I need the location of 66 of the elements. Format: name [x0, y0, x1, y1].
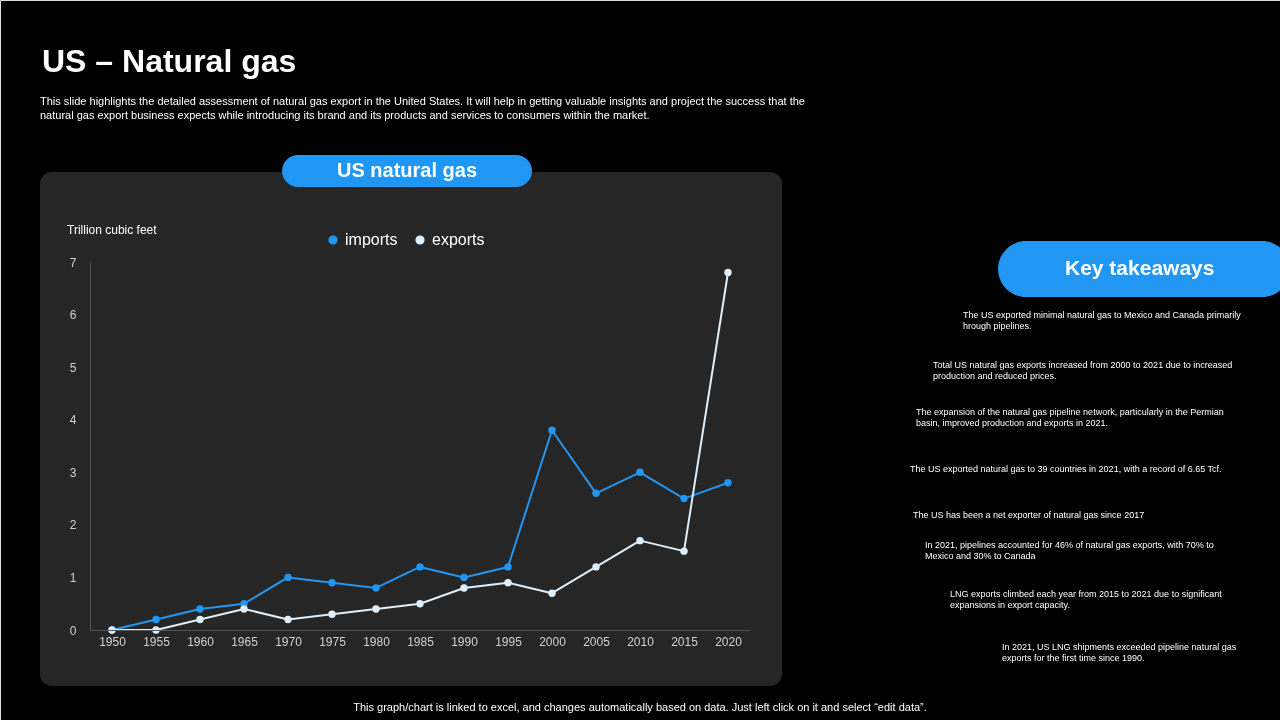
x-tick-label: 2000 [539, 634, 567, 649]
point [416, 563, 424, 571]
x-tick-label: 1975 [319, 634, 347, 649]
point [152, 615, 160, 624]
point [240, 605, 248, 613]
point [152, 626, 160, 634]
y-tick-label: 4 [69, 413, 77, 428]
text: This graph/chart is linked to excel, and changes automatically based on data. Just left click on it and select “edit data”. [353, 701, 927, 713]
point [592, 489, 600, 498]
x-tick-label: 2010 [627, 634, 655, 649]
text: The US has been a net exporter of natural gas since 2017 [913, 509, 1145, 520]
chart-title: US – Natural gas [42, 43, 297, 79]
point [328, 578, 336, 587]
x-tick-label: 2020 [715, 634, 743, 649]
point [636, 468, 644, 476]
x-tick-label: 1985 [407, 634, 435, 649]
point [548, 426, 556, 434]
point [284, 573, 292, 582]
point [328, 610, 336, 618]
point [592, 563, 600, 571]
x-tick-label: 1955 [143, 634, 171, 649]
text: The US exported natural gas to 39 countries in 2021, with a record of 6.65 Tcf. [910, 463, 1222, 474]
legend-label: exports [432, 231, 485, 248]
y-tick-label: 7 [69, 255, 77, 270]
y-tick-label: 6 [69, 308, 77, 323]
x-tick-label: 2015 [671, 634, 699, 649]
x-tick-label: 1990 [451, 634, 479, 649]
x-tick-label: 1980 [363, 634, 391, 649]
point [724, 268, 732, 277]
x-tick-label: 1965 [231, 634, 259, 649]
point [196, 605, 204, 613]
point [548, 589, 556, 597]
text: This slide highlights the detailed assessment of natural gas export in the United States. It will help in getting valuable insights and project the success that the natural gas export business expects while introducing its brand and its products and services to consumers within the market. [40, 95, 805, 121]
x-tick-label: 1995 [495, 634, 523, 649]
point [680, 494, 688, 503]
y-tick-label: 1 [69, 570, 77, 585]
point [372, 584, 380, 592]
y-tick-label: 0 [69, 623, 77, 638]
text: Key takeaways [1065, 256, 1215, 279]
chart-subtitle: US natural gas [336, 159, 478, 181]
point [372, 605, 380, 613]
x-tick-label: 1970 [275, 634, 303, 649]
point [460, 584, 468, 592]
point [196, 615, 204, 624]
y-tick-label: 3 [69, 465, 77, 480]
x-tick-label: 1950 [99, 634, 127, 649]
text: The US exported minimal natural gas to Mexico and Canada primarily hrough pipelines. [963, 310, 1242, 331]
point [680, 547, 688, 555]
point [724, 479, 732, 487]
text: LNG exports climbed each year from 2015 to 2021 due to significant expansions in export capacity. [950, 589, 1223, 610]
point [504, 578, 512, 587]
point [416, 600, 424, 608]
y-axis-title: Trillion cubic feet [67, 223, 158, 237]
point [636, 536, 644, 545]
text: In 2021, pipelines accounted for 46% of natural gas exports, with 70% to Mexico and 30% to Canada [925, 540, 1214, 561]
text: Total US natural gas exports increased from 2000 to 2021 due to increased production and reduced prices. [933, 360, 1233, 381]
x-tick-label: 1960 [187, 634, 215, 649]
legend-label: imports [345, 231, 398, 248]
text: The expansion of the natural gas pipeline network, particularly in the Permian basin, improved production and exports in 2021. [916, 407, 1224, 428]
y-tick-label: 2 [69, 518, 77, 533]
point [284, 615, 292, 624]
text: In 2021, US LNG shipments exceeded pipeline natural gas exports for the first time since 1990. [1002, 642, 1237, 663]
point [504, 563, 512, 571]
point [460, 573, 468, 582]
y-tick-label: 5 [69, 360, 77, 375]
x-tick-label: 2005 [583, 634, 611, 649]
